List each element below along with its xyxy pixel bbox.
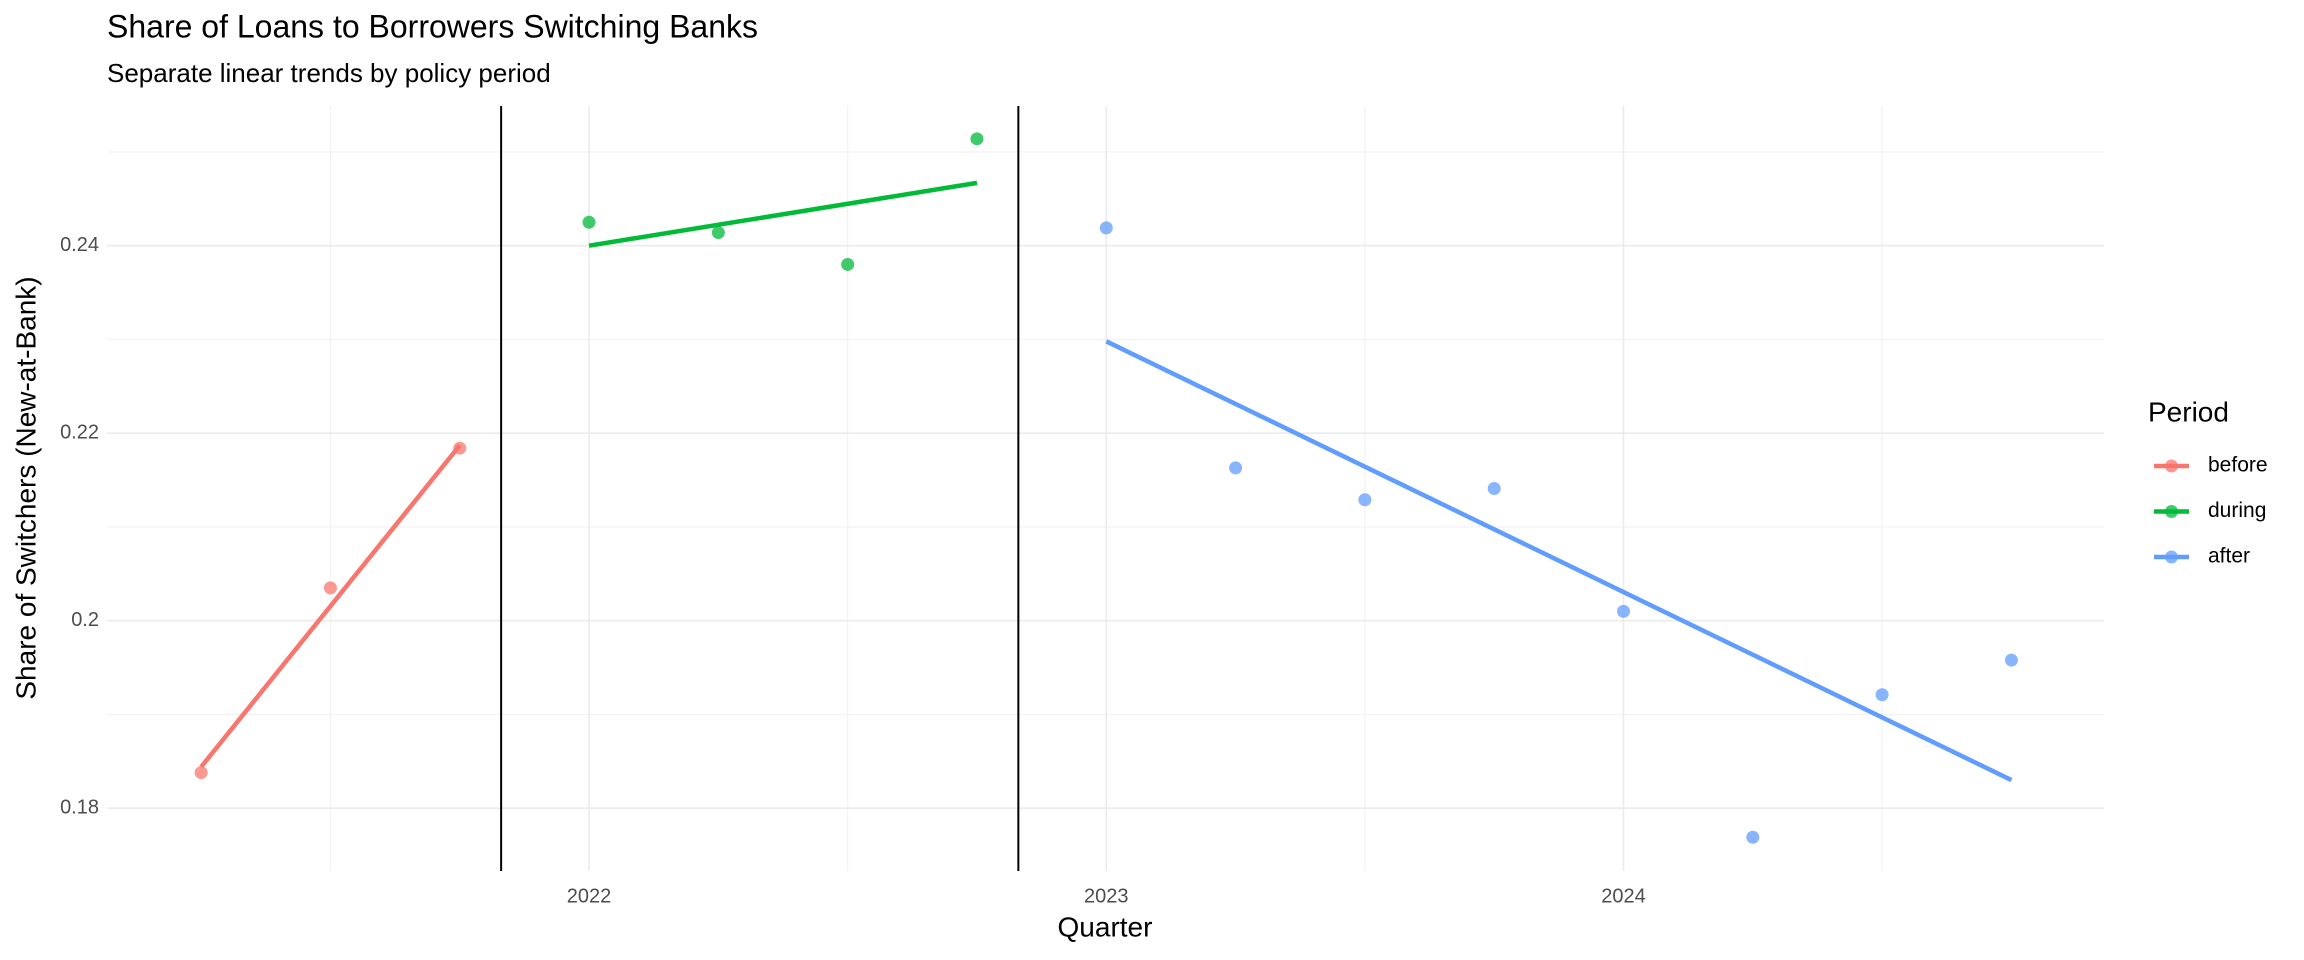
legend-key-point [2165, 459, 2178, 473]
x-axis-label: Quarter [1058, 911, 1153, 942]
data-point [1358, 493, 1372, 507]
data-point [1487, 482, 1501, 495]
x-tick-label: 2022 [567, 885, 612, 907]
data-point [711, 226, 725, 240]
data-point [1616, 604, 1630, 618]
chart-subtitle: Separate linear trends by policy period [107, 58, 551, 88]
y-tick-label: 0.2 [71, 609, 99, 631]
y-tick-label: 0.24 [60, 234, 99, 256]
legend-key-point [2165, 550, 2178, 564]
data-point [970, 132, 984, 146]
y-tick-label: 0.22 [60, 421, 99, 443]
data-point [1099, 221, 1113, 235]
trend-line [588, 180, 978, 248]
legend-label: after [2208, 545, 2250, 568]
data-point [1875, 688, 1889, 702]
data-point [1746, 830, 1760, 844]
y-axis-label: Share of Switchers (New-at-Bank) [10, 276, 41, 699]
x-tick-label: 2023 [1084, 885, 1129, 907]
chart-title: Share of Loans to Borrowers Switching Ba… [107, 8, 758, 44]
legend-label: before [2208, 454, 2268, 477]
data-point [453, 441, 467, 455]
data-point [1229, 461, 1243, 475]
data-point [194, 766, 208, 780]
trend-line [199, 443, 462, 769]
legend-title: Period [2148, 396, 2229, 427]
legend-key-point [2165, 505, 2178, 518]
legend-label: during [2208, 499, 2266, 522]
y-tick-label: 0.18 [60, 796, 99, 818]
x-tick-label: 2024 [1601, 885, 1646, 907]
data-point [841, 257, 855, 271]
data-point [323, 581, 337, 595]
trend-line [1105, 339, 2013, 783]
data-point [2004, 653, 2018, 667]
data-point [582, 215, 596, 229]
